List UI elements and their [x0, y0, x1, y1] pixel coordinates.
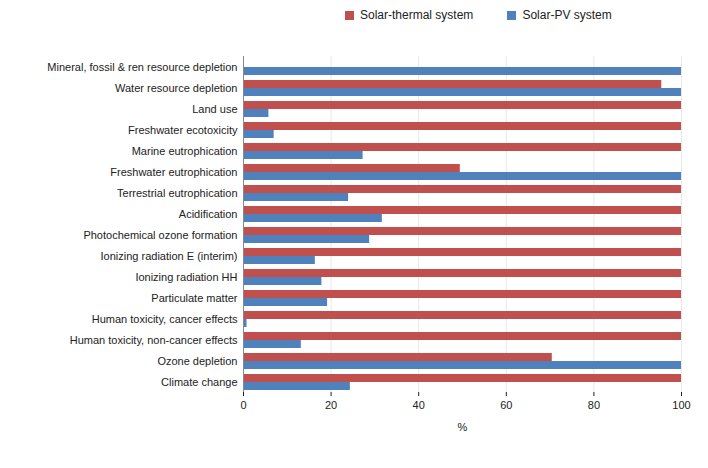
svg-text:Human toxicity, cancer effects: Human toxicity, cancer effects — [92, 313, 238, 325]
svg-text:%: % — [458, 421, 468, 433]
svg-text:100: 100 — [672, 399, 690, 411]
svg-text:Mineral, fossil & ren resource: Mineral, fossil & ren resource depletion — [47, 61, 237, 73]
svg-text:60: 60 — [500, 399, 512, 411]
svg-text:Terrestrial eutrophication: Terrestrial eutrophication — [117, 187, 237, 199]
svg-text:Photochemical ozone formation: Photochemical ozone formation — [83, 229, 237, 241]
svg-text:Land use: Land use — [192, 103, 237, 115]
html-text:Solar-thermal system: Solar-thermal system — [360, 8, 474, 22]
svg-text:20: 20 — [325, 399, 337, 411]
svg-text:Water resource depletion: Water resource depletion — [115, 82, 238, 94]
svg-text:Ozone depletion: Ozone depletion — [157, 355, 237, 367]
svg-text:80: 80 — [588, 399, 600, 411]
svg-text:Freshwater ecotoxicity: Freshwater ecotoxicity — [128, 124, 238, 136]
svg-text:0: 0 — [240, 399, 246, 411]
svg-text:40: 40 — [413, 399, 425, 411]
svg-text:Ionizing radiation HH: Ionizing radiation HH — [135, 271, 237, 283]
svg-text:Human toxicity, non-cancer eff: Human toxicity, non-cancer effects — [70, 334, 238, 346]
svg-text:Particulate matter: Particulate matter — [151, 292, 238, 304]
html-text:Solar-PV system: Solar-PV system — [522, 8, 612, 22]
svg-text:Ionizing radiation E (interim): Ionizing radiation E (interim) — [101, 250, 238, 262]
svg-text:Marine eutrophication: Marine eutrophication — [132, 145, 238, 157]
svg-text:Freshwater eutrophication: Freshwater eutrophication — [110, 166, 237, 178]
svg-text:Climate change: Climate change — [161, 376, 237, 388]
svg-text:Acidification: Acidification — [179, 208, 238, 220]
